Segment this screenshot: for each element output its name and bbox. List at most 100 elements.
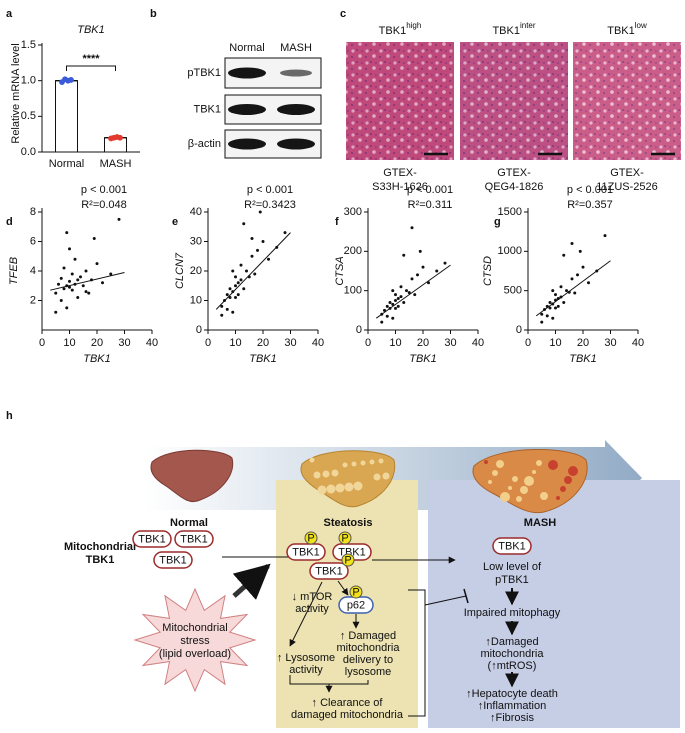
y-tick-label: 10 <box>190 294 202 306</box>
y-tick-label: 200 <box>344 245 362 257</box>
panel-label: f <box>335 216 339 228</box>
y-tick-label: 1000 <box>498 245 522 257</box>
inhibition-bar <box>463 588 469 604</box>
x-tick-label: 10 <box>229 337 241 349</box>
data-point <box>418 249 422 253</box>
data-point <box>545 314 549 318</box>
title-superscript: low <box>635 21 647 30</box>
data-point <box>410 226 414 230</box>
data-point <box>391 302 395 306</box>
fat-droplet <box>335 483 345 493</box>
x-tick-label: MASH <box>100 158 132 170</box>
annotation: p < 0.001 <box>567 184 613 196</box>
data-point <box>383 308 386 312</box>
data-point <box>109 272 113 276</box>
data-point <box>396 297 400 301</box>
blot-band <box>280 69 312 77</box>
data-point <box>587 281 590 285</box>
fit-line <box>535 260 611 317</box>
arrow <box>289 581 323 647</box>
data-point <box>402 300 406 304</box>
data-point <box>59 299 63 302</box>
fat-droplet <box>331 469 339 477</box>
data-point <box>443 261 447 265</box>
delivery-label: delivery to <box>343 654 393 666</box>
x-axis-label: TBK1 <box>83 353 111 365</box>
mtor-label: ↓ mTOR <box>292 591 333 603</box>
title-main: TBK1 <box>492 25 520 37</box>
y-axis-label: CTSA <box>334 256 346 285</box>
data-point <box>396 304 400 308</box>
data-point <box>540 312 544 316</box>
data-point <box>54 310 58 314</box>
x-tick-label: 40 <box>312 337 324 349</box>
data-point <box>234 275 237 279</box>
x-tick-label: Normal <box>49 158 84 170</box>
y-axis-label: CTSD <box>482 256 494 286</box>
histology-shade <box>460 42 568 160</box>
x-tick-label: 10 <box>63 337 75 349</box>
data-point <box>54 291 58 295</box>
data-point <box>578 249 582 253</box>
data-point <box>236 281 240 285</box>
data-point <box>603 234 607 238</box>
data-point <box>250 254 254 258</box>
data-point <box>68 285 71 289</box>
protein-pill <box>492 537 532 555</box>
phospho-mark <box>338 531 352 545</box>
data-point <box>562 300 566 304</box>
blot-column-label: MASH <box>280 42 312 54</box>
data-point <box>399 295 403 299</box>
fat-droplet <box>500 492 510 502</box>
annotation: p < 0.001 <box>407 184 453 196</box>
data-point <box>76 296 80 300</box>
data-point <box>554 306 557 310</box>
histology-title: TBK1low <box>607 21 647 37</box>
stress-label: stress <box>180 635 210 647</box>
x-tick-label: 40 <box>146 337 158 349</box>
title-main: TBK1 <box>379 25 407 37</box>
annotation: R²=0.311 <box>408 199 453 211</box>
stress-label: (lipid overload) <box>159 648 231 660</box>
data-point <box>59 276 63 280</box>
data-point <box>427 281 430 285</box>
sample-id: QEG4-1826 <box>485 181 544 193</box>
fat-droplet <box>353 481 363 491</box>
data-point <box>242 287 246 291</box>
y-tick-label: 0 <box>516 324 522 336</box>
arrow <box>337 580 349 596</box>
delivery-label: lysosome <box>345 666 391 678</box>
stage-label: Steatosis <box>324 517 373 529</box>
protein-label: TBK1 <box>138 533 166 545</box>
data-point <box>391 316 395 320</box>
protein-pill <box>153 551 193 569</box>
damaged-label: (↑mtROS) <box>488 660 537 672</box>
title-superscript: high <box>406 21 421 30</box>
y-tick-label: 0.0 <box>21 146 36 158</box>
histology-image <box>346 42 454 160</box>
content: a b c d e f g h TBK1 Relative mRNA level 0.0 0.5 1.0… <box>6 8 681 728</box>
fit-line <box>215 232 291 310</box>
data-point <box>242 222 246 226</box>
fat-droplet <box>309 457 315 463</box>
protein-label: TBK1 <box>498 540 526 552</box>
data-point <box>65 231 69 235</box>
bar <box>55 80 78 153</box>
data-point <box>435 269 439 273</box>
data-point <box>388 300 392 304</box>
feedback-bracket <box>408 589 426 717</box>
inflammation-spot <box>564 476 572 484</box>
x-tick-label: 0 <box>525 337 531 349</box>
y-tick-label: 500 <box>504 285 522 297</box>
data-point <box>57 282 60 286</box>
data-point <box>256 248 259 252</box>
data-point <box>239 278 243 282</box>
histology-title: TBK1high <box>379 21 422 37</box>
y-tick-label: 1.5 <box>21 39 36 51</box>
blot-row-label: β-actin <box>188 138 221 150</box>
fat-droplet <box>536 460 542 466</box>
y-tick-label: 40 <box>190 206 202 218</box>
data-point <box>81 284 85 288</box>
y-tick-label: 0 <box>196 324 202 336</box>
fat-droplet <box>382 472 390 480</box>
